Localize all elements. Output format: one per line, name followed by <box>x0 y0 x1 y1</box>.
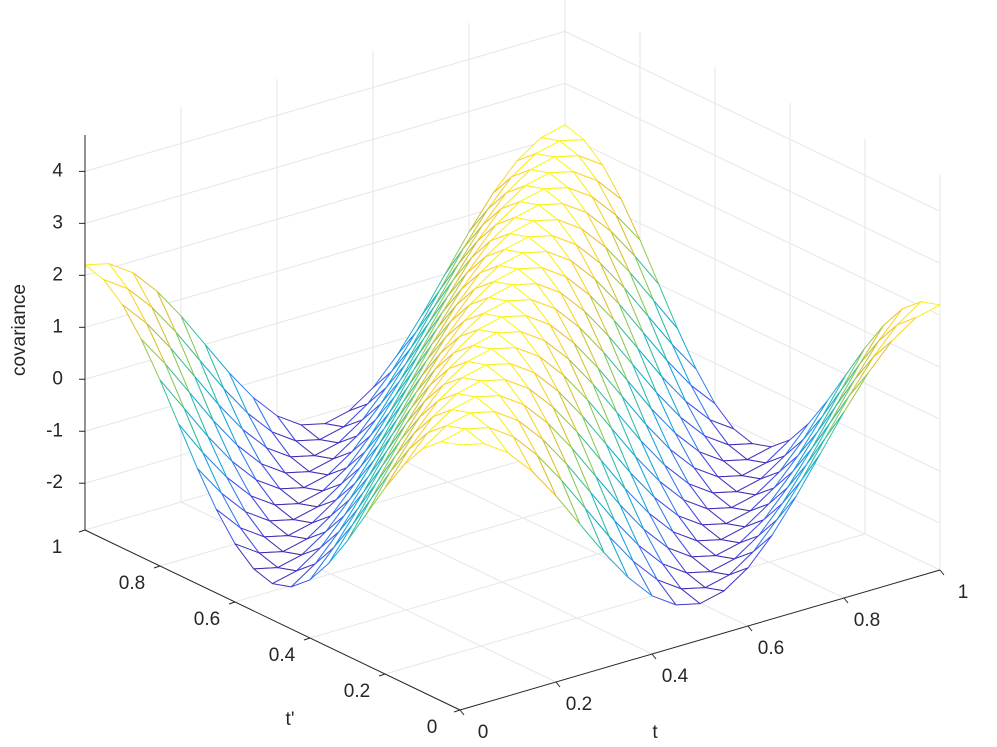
grid-line <box>84 82 566 224</box>
z-tick-label: 1 <box>52 316 63 337</box>
z-tick-label: 0 <box>52 368 63 389</box>
x-tick <box>939 569 945 576</box>
y-tick-label: 0.8 <box>119 573 145 594</box>
y-axis-line <box>84 529 461 711</box>
y-tick <box>228 601 236 605</box>
y-axis-label: t' <box>286 709 295 730</box>
z-tick-label: -1 <box>46 420 63 441</box>
surface <box>84 124 941 606</box>
grid-line <box>564 134 941 316</box>
grid-line <box>84 30 566 172</box>
grid-line <box>384 533 866 675</box>
grid-line <box>564 82 941 264</box>
z-tick-label: 3 <box>52 212 63 233</box>
grid-line <box>564 30 941 212</box>
x-tick <box>651 653 657 660</box>
y-tick-label: 1 <box>52 537 63 558</box>
y-tick-label: 0.6 <box>194 609 220 630</box>
x-tick <box>747 625 753 632</box>
x-tick <box>555 681 561 688</box>
y-tick <box>453 709 461 713</box>
x-tick-label: 0.8 <box>854 610 880 631</box>
y-tick-label: 0 <box>427 717 438 738</box>
grid-line <box>84 134 566 276</box>
x-axis-label: t <box>652 722 658 743</box>
x-tick-label: 0.2 <box>566 694 592 715</box>
y-tick-label: 0.2 <box>344 681 370 702</box>
y-tick-label: 0.4 <box>269 645 296 666</box>
z-tick-label: 4 <box>52 160 63 181</box>
x-axis-line <box>459 569 941 711</box>
z-tick-label: -2 <box>46 472 63 493</box>
y-tick <box>153 565 161 569</box>
y-tick <box>378 673 386 677</box>
z-tick-label: 2 <box>52 264 63 285</box>
x-tick <box>459 709 465 716</box>
axes-layer: 0 0.2 0.4 0.6 0.8 1 0 0.2 0.4 0.6 0.8 1 -2 -1 0 1 2 3 4 <box>46 135 968 743</box>
x-tick-label: 0 <box>478 722 489 743</box>
z-axis-label: covariance <box>9 284 30 376</box>
x-tick-label: 1 <box>958 582 969 603</box>
y-tick <box>78 529 86 533</box>
x-tick-label: 0.4 <box>662 666 689 687</box>
mesh-cell <box>440 428 485 446</box>
x-tick-label: 0.6 <box>758 638 784 659</box>
y-tick <box>303 637 311 641</box>
x-tick <box>843 597 849 604</box>
